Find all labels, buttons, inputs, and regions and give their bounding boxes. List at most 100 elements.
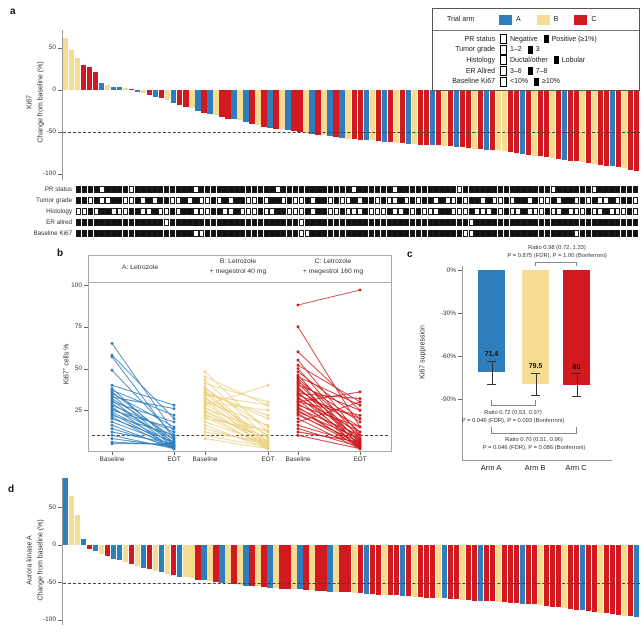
waterfall-bar	[375, 545, 381, 595]
waterfall-bar	[303, 545, 309, 590]
track-cell	[327, 230, 334, 237]
waterfall-bar	[387, 545, 393, 596]
track-cell	[568, 208, 574, 215]
track-cell	[568, 197, 574, 204]
panel-c-ytick-30: -30%	[440, 310, 456, 317]
track-cell	[380, 186, 387, 193]
waterfall-bar	[117, 87, 123, 90]
track-cell	[562, 197, 568, 204]
track-cell	[527, 197, 533, 204]
track-cell	[93, 186, 99, 193]
track-cell	[550, 230, 556, 237]
legend-item-text: 7–8	[535, 67, 548, 75]
track-cell	[310, 219, 316, 226]
track-cell	[451, 219, 457, 226]
track-cell	[292, 230, 299, 237]
waterfall-bar	[459, 545, 465, 600]
track-cell	[462, 230, 469, 237]
waterfall-bar	[609, 545, 616, 614]
waterfall-bar	[369, 545, 375, 594]
waterfall-bar	[507, 545, 514, 603]
track-cell	[286, 219, 293, 226]
track-cell	[597, 230, 603, 237]
track-cell	[298, 230, 305, 237]
track-cell	[433, 208, 439, 215]
track-cell	[421, 208, 428, 215]
track-cell	[245, 186, 252, 193]
track-cell	[163, 230, 170, 237]
track-cell	[404, 197, 410, 204]
waterfall-bar	[279, 545, 285, 589]
waterfall-bar	[267, 545, 273, 588]
track-cell	[327, 219, 334, 226]
track-cell	[269, 186, 275, 193]
track-cell	[181, 208, 187, 215]
panel-c-label: c	[407, 249, 413, 260]
track-cell	[251, 219, 258, 226]
track-cell	[181, 230, 187, 237]
track-cell	[140, 186, 146, 193]
track-cell	[134, 197, 140, 204]
track-cell	[368, 186, 375, 193]
track-cell	[585, 197, 592, 204]
panel-b-xtick	[112, 452, 113, 455]
track-cell	[509, 230, 515, 237]
panel-b-arm-c-title: C: Letrozole + megestrol 160 mg	[273, 257, 393, 276]
track-cell	[146, 186, 152, 193]
track-cell	[204, 186, 211, 193]
track-cell	[544, 219, 551, 226]
waterfall-bar	[537, 90, 544, 157]
panel-d-tick	[58, 507, 62, 508]
waterfall-bar	[369, 90, 375, 141]
track-cell	[363, 230, 369, 237]
filled-square-icon	[543, 35, 549, 44]
track-cell	[503, 230, 510, 237]
title-line: + megestrol 160 mg	[302, 267, 364, 275]
track-cell	[122, 219, 129, 226]
track-cell	[474, 208, 480, 215]
track-cell	[515, 197, 521, 204]
panel-b-tick	[84, 285, 88, 286]
track-tumor-grade	[76, 197, 638, 204]
waterfall-bar	[309, 90, 315, 134]
track-cell	[99, 230, 105, 237]
track-cell	[515, 230, 521, 237]
track-cell	[480, 219, 486, 226]
waterfall-bar	[435, 90, 441, 146]
waterfall-bar	[381, 545, 387, 595]
panel-b-ytick-50: 50	[74, 365, 82, 372]
waterfall-bar	[531, 90, 538, 156]
waterfall-bar	[345, 545, 351, 593]
track-label-baseline-ki67: Baseline Ki67	[33, 229, 72, 237]
waterfall-bar	[579, 90, 586, 163]
track-cell	[603, 197, 609, 204]
track-cell	[363, 219, 369, 226]
waterfall-bar	[573, 90, 580, 162]
panel-b-xtick	[298, 452, 299, 455]
ratio-text: Ratio 0.98 (0.72, 1.33)	[528, 245, 586, 251]
track-cell	[550, 208, 556, 215]
waterfall-bar	[471, 545, 477, 601]
track-cell	[615, 230, 621, 237]
track-cell	[257, 197, 263, 204]
waterfall-bar	[69, 496, 75, 545]
panel-a-label: a	[10, 6, 16, 17]
track-cell	[609, 219, 615, 226]
track-cell	[404, 186, 410, 193]
waterfall-bar	[447, 545, 453, 599]
waterfall-bar	[177, 90, 183, 106]
track-cell	[556, 186, 562, 193]
waterfall-bar	[375, 90, 381, 142]
track-cell	[298, 219, 305, 226]
track-cell	[357, 186, 363, 193]
track-cell	[128, 197, 135, 204]
track-cell	[351, 186, 357, 193]
track-cell	[204, 219, 211, 226]
waterfall-bar	[423, 545, 429, 598]
track-cell	[556, 197, 562, 204]
waterfall-bar	[507, 90, 514, 153]
waterfall-bar	[489, 545, 496, 602]
track-cell	[597, 208, 603, 215]
waterfall-bar	[81, 64, 87, 90]
waterfall-bar	[141, 545, 147, 568]
